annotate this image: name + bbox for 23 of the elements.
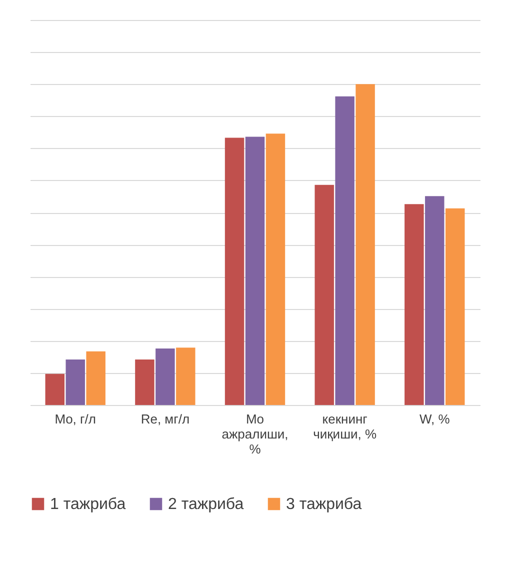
bar [356, 84, 375, 405]
legend-label: 3 тажриба [286, 496, 362, 513]
x-tick-label: W, % [419, 412, 450, 426]
bar [425, 196, 444, 405]
x-tick-label: кекнинг чиқиши, % [313, 412, 377, 442]
bar [314, 184, 334, 405]
bar [176, 348, 196, 405]
x-tick-label: Mo, г/л [54, 412, 96, 426]
legend-label: 2 тажриба [168, 496, 244, 513]
bar [135, 359, 154, 405]
legend-label: 1 тажриба [50, 496, 126, 513]
bar [45, 374, 65, 405]
bar [66, 359, 85, 405]
bar [445, 208, 465, 405]
bar [266, 134, 286, 405]
x-tick-label: Mo ажралиши, % [222, 412, 288, 456]
bar [245, 136, 265, 405]
bar [156, 348, 175, 405]
bar [224, 138, 244, 405]
x-tick-label: Re, мг/л [140, 412, 190, 426]
bar [404, 204, 424, 405]
bar [86, 351, 106, 405]
bar [335, 96, 354, 405]
